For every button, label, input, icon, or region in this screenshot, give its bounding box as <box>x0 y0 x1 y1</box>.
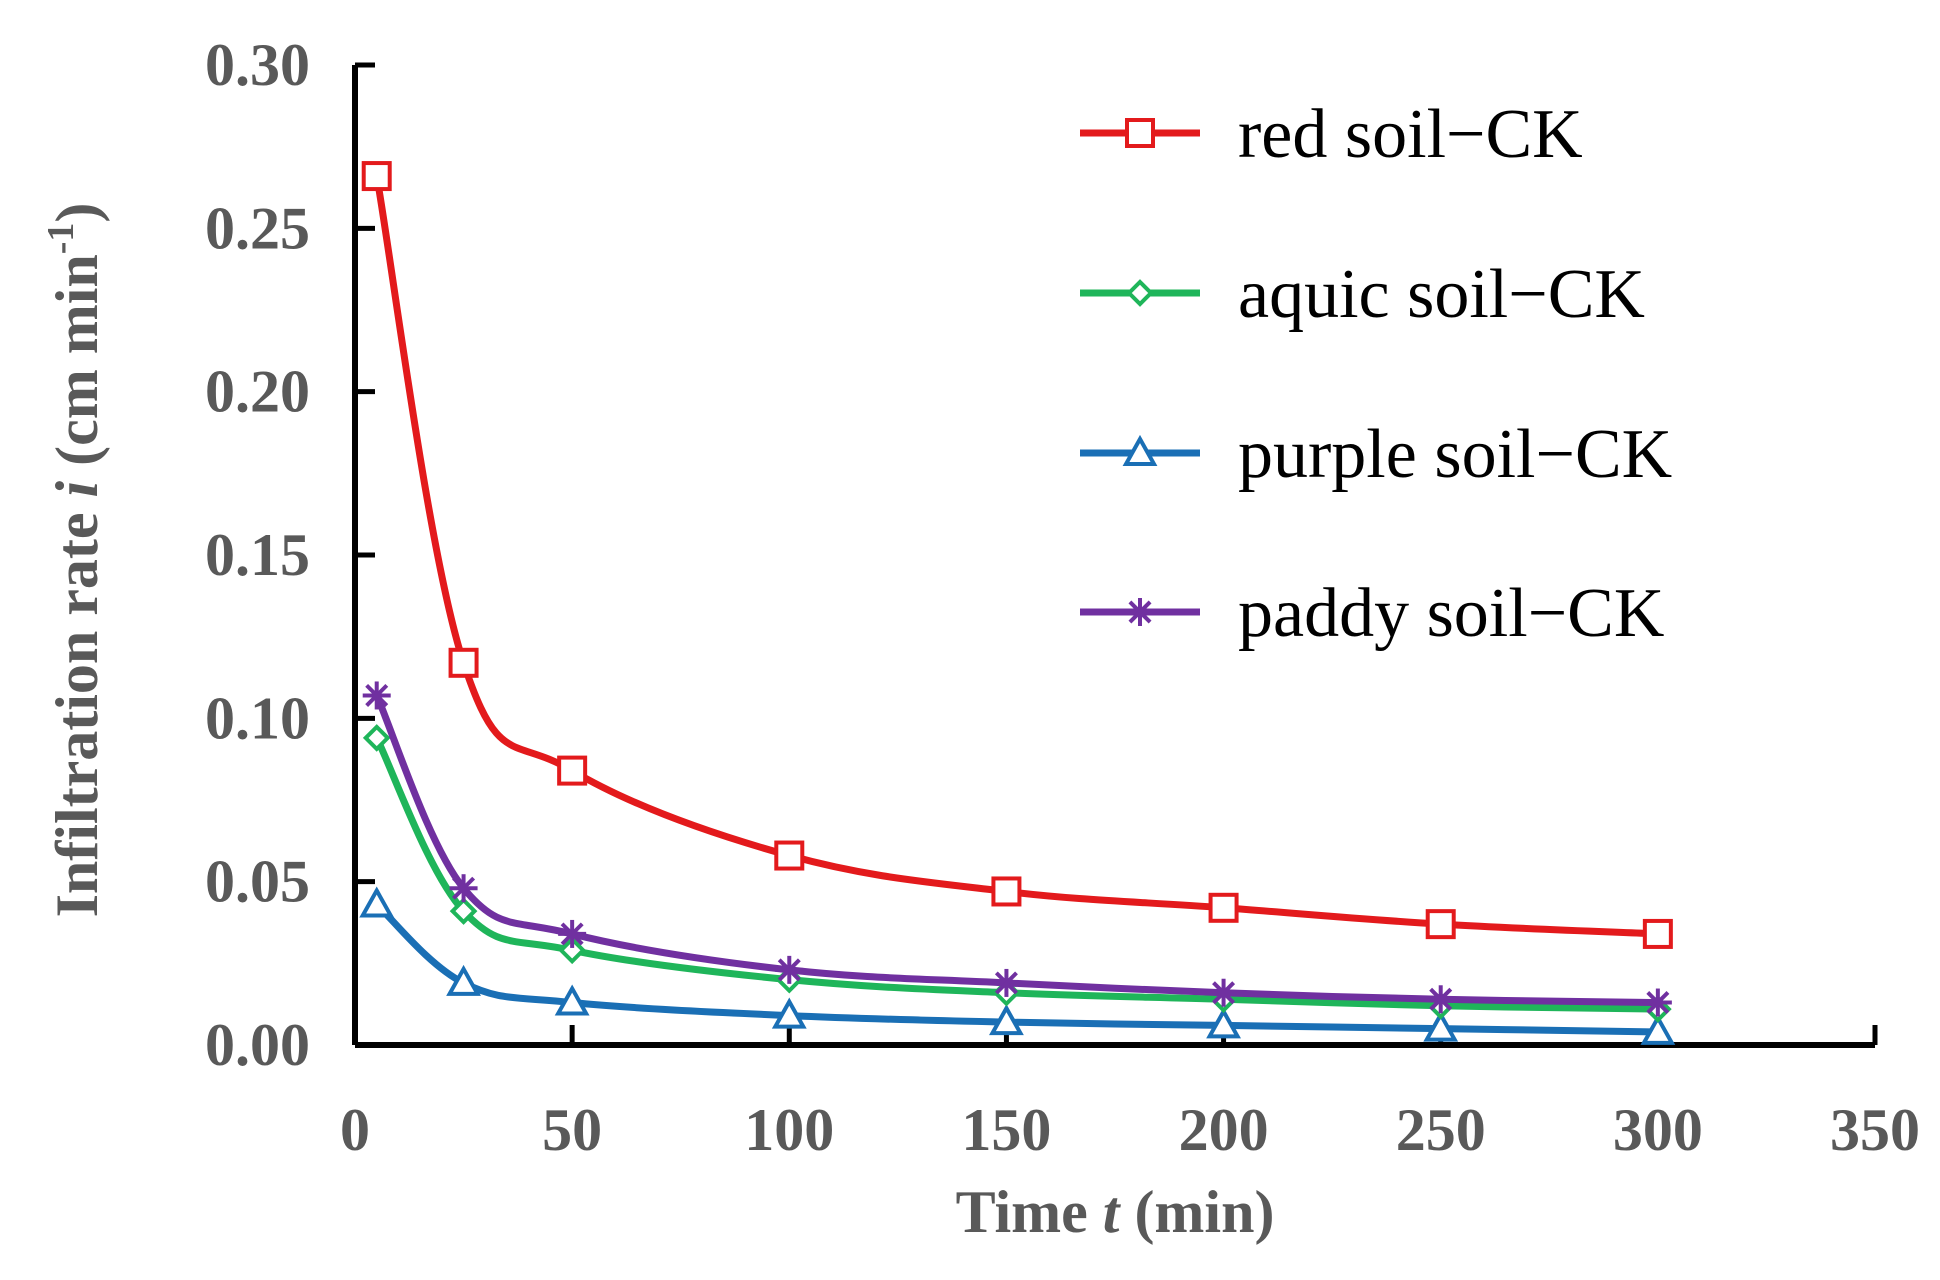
series-purple <box>359 886 1676 1045</box>
legend-marker <box>1122 434 1158 466</box>
series-line <box>373 736 1658 1013</box>
data-point <box>774 840 805 871</box>
y-axis-title-part: (cm min <box>44 254 110 481</box>
y-tick-label: 0.25 <box>205 195 310 261</box>
x-tick-label: 100 <box>744 1097 834 1163</box>
legend-item: purple soil−CK <box>1080 416 1672 493</box>
data-point <box>448 647 479 678</box>
marker-stroke <box>560 922 584 946</box>
data-point <box>362 681 391 710</box>
data-point <box>1423 1010 1459 1042</box>
data-point <box>1208 892 1239 923</box>
data-point <box>1209 978 1238 1007</box>
data-point <box>1206 1007 1241 1039</box>
data-point <box>771 997 807 1029</box>
data-point <box>449 897 478 925</box>
y-axis-title: Infiltration rate i (cm min-1) <box>40 203 110 918</box>
y-tick-label: 0.05 <box>205 849 310 915</box>
legend-marker <box>1125 118 1155 148</box>
data-point <box>991 876 1022 907</box>
series-line <box>373 694 1658 1007</box>
y-tick-label: 0.30 <box>205 32 310 98</box>
x-axis-title-part: t <box>1103 1179 1122 1245</box>
x-tick-label: 250 <box>1396 1097 1486 1163</box>
y-axis-title-part: Infiltration rate <box>44 498 110 918</box>
legend-marker <box>1126 279 1154 307</box>
x-axis-title: Time t (min) <box>956 1179 1275 1245</box>
data-point <box>361 161 392 192</box>
x-tick-label: 0 <box>340 1097 370 1163</box>
y-tick-label: 0.15 <box>205 522 310 588</box>
legend-marker <box>1126 598 1154 626</box>
x-tick-label: 300 <box>1613 1097 1703 1163</box>
series-paddy <box>362 681 1672 1017</box>
marker-stroke <box>1128 600 1152 624</box>
y-axis-title-part: ) <box>44 203 110 223</box>
legend-label: red soil−CK <box>1238 96 1583 173</box>
data-point <box>992 968 1021 997</box>
y-axis-title-part: i <box>44 481 110 498</box>
legend-item: aquic soil−CK <box>1080 256 1645 333</box>
y-tick-label: 0.20 <box>205 359 310 425</box>
data-point <box>1425 909 1456 940</box>
data-point <box>449 874 478 903</box>
data-point <box>989 1004 1024 1036</box>
legend-label: paddy soil−CK <box>1238 575 1664 652</box>
legend-label: purple soil−CK <box>1238 416 1672 493</box>
marker-stroke <box>365 683 389 707</box>
data-point <box>557 755 588 786</box>
data-point <box>1643 988 1672 1017</box>
data-point <box>558 936 586 965</box>
y-tick-label: 0.00 <box>205 1012 310 1078</box>
marker-stroke <box>994 971 1018 995</box>
data-point <box>446 964 481 996</box>
data-point <box>1640 1013 1676 1045</box>
x-axis-title-part: Time <box>956 1179 1103 1245</box>
data-point <box>1642 918 1673 949</box>
marker-stroke <box>1646 991 1670 1015</box>
x-axis-title-part: (min) <box>1119 1179 1274 1245</box>
data-point <box>362 724 391 752</box>
legend-item: red soil−CK <box>1080 96 1583 173</box>
marker-stroke <box>1429 987 1453 1011</box>
marker-stroke <box>1212 981 1236 1005</box>
data-point <box>359 886 395 918</box>
data-point <box>558 919 587 948</box>
x-tick-label: 350 <box>1830 1097 1920 1163</box>
y-tick-label: 0.10 <box>205 685 310 751</box>
marker-stroke <box>777 958 801 982</box>
y-axis-title-part: -1 <box>40 223 82 255</box>
legend-label: aquic soil−CK <box>1238 256 1645 333</box>
series-red <box>361 161 1673 949</box>
axes: 0.00 0.05 0.10 0.15 0.20 0.25 0.30 0 50 100 150 200… <box>205 32 1920 1163</box>
legend: red soil−CK aquic soil−CK purple soil−CK pa… <box>1080 96 1672 652</box>
data-point <box>554 984 590 1016</box>
data-point <box>1426 985 1455 1014</box>
legend-item: paddy soil−CK <box>1080 575 1664 652</box>
marker-stroke <box>452 876 476 900</box>
data-point <box>775 955 804 984</box>
x-tick-label: 50 <box>542 1097 602 1163</box>
series-line <box>373 175 1659 938</box>
x-tick-label: 150 <box>961 1097 1051 1163</box>
series-layer <box>359 161 1676 1045</box>
x-tick-label: 200 <box>1179 1097 1269 1163</box>
